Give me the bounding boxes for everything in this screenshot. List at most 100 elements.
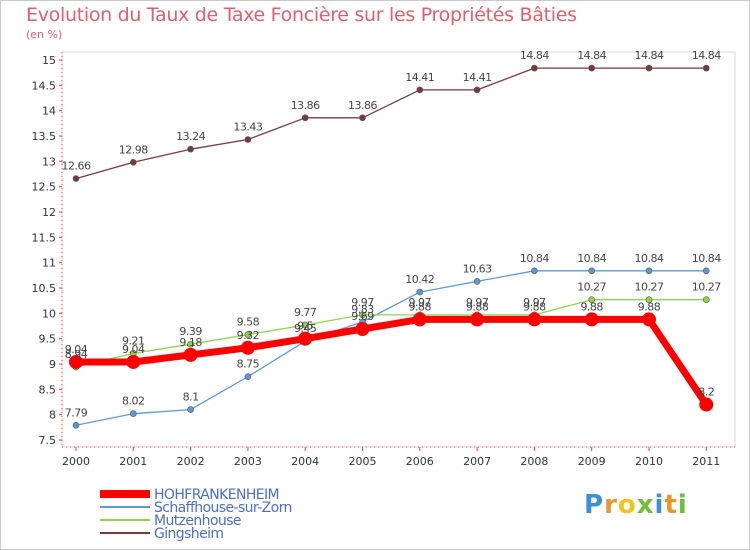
- data-label: 8.1: [183, 391, 199, 404]
- data-label: 10.63: [463, 262, 492, 275]
- x-tick-label: 2011: [692, 455, 720, 468]
- data-point: [240, 340, 255, 355]
- legend-label: Gingsheim: [154, 526, 223, 542]
- y-tick-label: 11: [42, 257, 56, 270]
- data-point: [187, 145, 194, 153]
- logo-letter: P: [584, 490, 605, 520]
- data-label: 9.88: [409, 300, 432, 313]
- y-tick-label: 12.5: [32, 181, 57, 194]
- proxiti-logo: Proxiti: [584, 490, 688, 520]
- x-tick-label: 2005: [349, 455, 377, 468]
- data-label: 8.94: [65, 348, 88, 361]
- x-tick-label: 2000: [62, 455, 90, 468]
- chart-title: Evolution du Taux de Taxe Foncière sur l…: [26, 4, 577, 26]
- data-label: 10.27: [577, 281, 606, 294]
- data-label: 9.88: [580, 300, 603, 313]
- data-point: [359, 114, 366, 122]
- data-point: [531, 64, 538, 72]
- data-label: 7.79: [65, 406, 88, 419]
- data-label: 9.04: [65, 343, 88, 356]
- logo-letter: i: [654, 490, 665, 520]
- data-label: 9.97: [409, 296, 432, 309]
- y-tick-label: 9: [49, 358, 56, 371]
- y-tick-label: 8.5: [39, 383, 57, 396]
- data-point: [470, 312, 485, 327]
- series-line: [75, 299, 707, 368]
- x-tick-label: 2003: [234, 455, 262, 468]
- data-point: [298, 331, 313, 346]
- data-point: [702, 267, 710, 275]
- data-label: 9.97: [351, 296, 374, 309]
- x-tick-label: 2010: [635, 455, 663, 468]
- data-point: [645, 64, 653, 72]
- data-label: 10.42: [405, 273, 434, 286]
- data-point: [588, 64, 596, 72]
- data-point: [301, 321, 309, 329]
- data-label: 8.2: [698, 386, 714, 399]
- x-tick-label: 2006: [406, 455, 434, 468]
- data-point: [412, 312, 427, 327]
- data-point: [69, 354, 83, 369]
- data-label: 14.41: [463, 71, 492, 84]
- series-line: [75, 270, 707, 426]
- x-tick-label: 2002: [177, 455, 205, 468]
- data-label: 10.27: [692, 281, 721, 294]
- data-point: [244, 136, 252, 143]
- data-label: 12.66: [62, 160, 91, 173]
- data-label: 9.88: [638, 300, 661, 313]
- legend-label: Schaffhouse-sur-Zorn: [154, 500, 292, 516]
- y-tick-label: 14.5: [32, 79, 57, 92]
- data-point: [645, 267, 653, 275]
- data-label: 8.75: [237, 358, 260, 371]
- data-point: [702, 296, 710, 303]
- data-point: [584, 312, 599, 327]
- data-label: 9.69: [351, 310, 374, 323]
- legend-label: Mutzenhouse: [154, 513, 241, 529]
- data-label: 13.24: [176, 130, 205, 143]
- data-label: 9.5: [297, 320, 313, 333]
- data-label: 9.97: [523, 296, 546, 309]
- y-tick-label: 14: [42, 105, 56, 118]
- x-tick-label: 2009: [578, 455, 606, 468]
- data-point: [355, 322, 370, 337]
- y-tick-label: 8: [49, 409, 56, 422]
- data-label: 9.58: [237, 316, 260, 329]
- data-labels: 9.04 9.049.189.329.59.699.88 9.88 9.88 9.88 9…: [62, 49, 722, 419]
- x-tick-label: 2004: [291, 455, 319, 468]
- data-point: [699, 397, 714, 412]
- data-point: [416, 288, 424, 296]
- y-tick-label: 13: [42, 155, 56, 168]
- logo-letter: r: [604, 490, 618, 520]
- logo-letter: i: [677, 490, 688, 520]
- y-tick-label: 9.5: [39, 333, 57, 346]
- x-tick-label: 2008: [520, 455, 548, 468]
- data-point: [642, 312, 656, 327]
- data-point: [72, 175, 80, 182]
- y-tick-label: 11.5: [32, 231, 57, 244]
- data-point: [301, 114, 309, 122]
- data-point: [588, 296, 596, 303]
- legend-label: HOHFRANKENHEIM: [154, 487, 279, 503]
- legend: HOHFRANKENHEIMSchaffhouse-sur-ZornMutzen…: [100, 487, 292, 542]
- series-layer: [69, 64, 714, 429]
- plot-border: [61, 51, 736, 448]
- data-point: [130, 410, 137, 417]
- data-label: 9.39: [179, 325, 202, 338]
- data-point: [244, 331, 252, 338]
- y-tick-label: 12: [42, 206, 56, 219]
- y-tick-label: 7.5: [39, 434, 57, 447]
- data-point: [187, 406, 194, 413]
- data-label: 10.84: [692, 252, 721, 265]
- data-label: 9.45: [294, 322, 317, 335]
- data-point: [416, 86, 424, 94]
- data-point: [702, 64, 710, 72]
- y-tick-label: 10.5: [32, 282, 57, 295]
- x-tick-label: 2007: [463, 455, 491, 468]
- data-label: 9.32: [237, 329, 260, 342]
- series-line: [75, 67, 707, 180]
- y-tick-label: 15: [42, 54, 56, 67]
- data-point: [130, 159, 137, 166]
- data-label: 9.88: [523, 300, 546, 313]
- logo-letter: x: [636, 490, 655, 520]
